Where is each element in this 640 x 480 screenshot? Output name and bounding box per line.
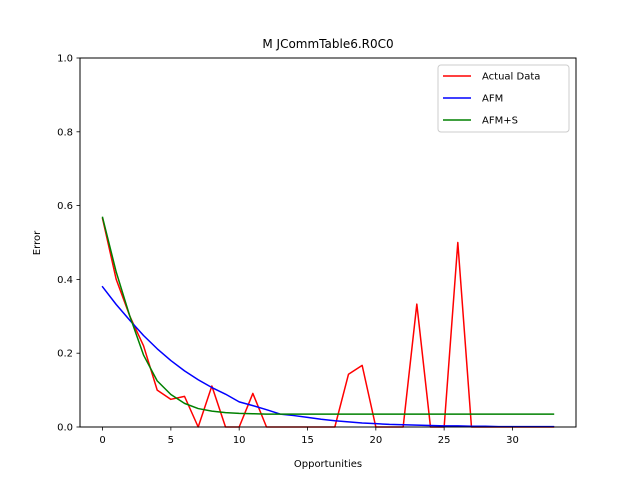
- x-tick-label: 30: [506, 435, 519, 446]
- y-tick-label: 1.0: [57, 54, 73, 65]
- legend-label: Actual Data: [482, 72, 540, 83]
- series-line-afm: [101, 285, 555, 428]
- y-tick-label: 0.2: [57, 349, 73, 360]
- legend-label: AFM: [482, 94, 503, 105]
- legend-label: AFM+S: [482, 116, 518, 127]
- x-tick-label: 0: [99, 435, 105, 446]
- y-tick-label: 0.8: [57, 127, 73, 138]
- plot-frame: [79, 57, 577, 428]
- ticks-layer: 0 5 10 15 20 25 30 0.0 0.2 0.4 0.6 0.8 1.0: [57, 54, 519, 447]
- x-tick-label: 20: [369, 435, 382, 446]
- x-axis-label: Opportunities: [294, 459, 362, 470]
- x-tick-label: 25: [438, 435, 451, 446]
- y-tick-label: 0.6: [57, 201, 73, 212]
- series-line-afm-s: [101, 216, 555, 415]
- chart-title: M JCommTable6.R0C0: [262, 37, 393, 51]
- x-tick-label: 15: [301, 435, 314, 446]
- y-axis-label: Error: [32, 230, 43, 255]
- x-tick-label: 5: [168, 435, 174, 446]
- y-tick-label: 0.0: [57, 423, 73, 434]
- legend: Actual Data AFM AFM+S: [437, 64, 570, 133]
- x-tick-label: 10: [233, 435, 246, 446]
- legend-box: [437, 64, 570, 133]
- y-tick-label: 0.4: [57, 275, 73, 286]
